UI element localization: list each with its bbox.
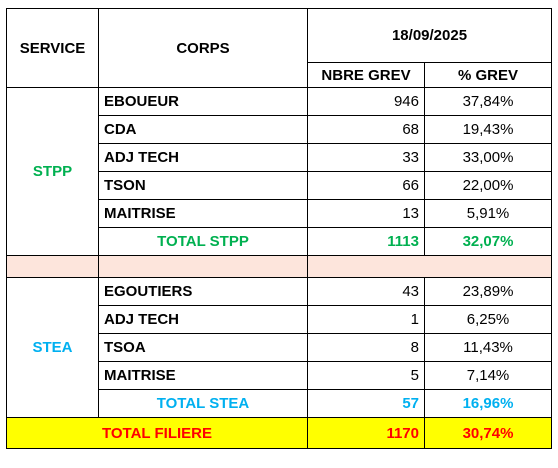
pct-cell: 23,89% xyxy=(423,277,553,306)
pct-cell: 19,43% xyxy=(423,115,553,144)
pct-cell: 6,25% xyxy=(423,305,553,334)
corps-cell: MAITRISE xyxy=(98,199,308,228)
total-stpp-nbre: 1113 xyxy=(307,227,425,256)
total-filiere-pct: 30,74% xyxy=(423,417,553,449)
total-filiere-row: TOTAL FILIERE 1170 30,74% xyxy=(6,417,553,449)
separator-cell xyxy=(6,255,99,278)
separator-row xyxy=(6,255,553,278)
pct-cell: 11,43% xyxy=(423,333,553,362)
total-stpp-label: TOTAL STPP xyxy=(98,227,308,256)
table-row: ADJ TECH 1 6,25% xyxy=(7,305,553,334)
header-pct-grev: % GREV xyxy=(423,62,553,88)
corps-cell: TSON xyxy=(98,171,308,200)
pct-cell: 5,91% xyxy=(423,199,553,228)
corps-cell: TSOA xyxy=(98,333,308,362)
table-row: STPP EBOUEUR 946 37,84% xyxy=(6,87,553,256)
header-service: SERVICE xyxy=(6,8,99,88)
header-nbre-grev: NBRE GREV xyxy=(307,62,425,88)
strike-table: SERVICE CORPS 18/09/2025 NBRE GREV % GRE… xyxy=(6,8,553,449)
nbre-cell: 13 xyxy=(307,199,425,228)
table-row: STEA EGOUTIERS 43 23,89% xyxy=(6,277,553,418)
service-stpp: STPP xyxy=(6,87,99,256)
corps-cell: EGOUTIERS xyxy=(98,277,308,306)
nbre-cell: 66 xyxy=(307,171,425,200)
corps-cell: CDA xyxy=(98,115,308,144)
nbre-cell: 5 xyxy=(307,361,425,390)
subheader-row: NBRE GREV % GREV xyxy=(7,62,553,88)
corps-cell: EBOUEUR xyxy=(98,87,308,116)
corps-cell: ADJ TECH xyxy=(98,305,308,334)
separator-cell xyxy=(306,255,553,278)
nbre-cell: 43 xyxy=(307,277,425,306)
nbre-cell: 946 xyxy=(307,87,425,116)
header-date: 18/09/2025 xyxy=(306,8,553,63)
service-stea: STEA xyxy=(6,277,99,418)
total-stea-label: TOTAL STEA xyxy=(98,389,308,418)
pct-cell: 33,00% xyxy=(423,143,553,172)
total-filiere-label: TOTAL FILIERE xyxy=(6,417,308,449)
total-stea-row: TOTAL STEA 57 16,96% xyxy=(7,389,553,418)
nbre-cell: 1 xyxy=(307,305,425,334)
total-filiere-nbre: 1170 xyxy=(307,417,425,449)
total-stea-nbre: 57 xyxy=(307,389,425,418)
nbre-cell: 8 xyxy=(307,333,425,362)
table-row: CDA 68 19,43% xyxy=(7,115,553,144)
corps-cell: MAITRISE xyxy=(98,361,308,390)
table-row: MAITRISE 13 5,91% xyxy=(7,199,553,228)
nbre-cell: 68 xyxy=(307,115,425,144)
header-row: SERVICE CORPS 18/09/2025 xyxy=(6,8,553,88)
separator-cell xyxy=(98,255,308,278)
pct-cell: 7,14% xyxy=(423,361,553,390)
table-row: TSON 66 22,00% xyxy=(7,171,553,200)
total-stea-pct: 16,96% xyxy=(423,389,553,418)
pct-cell: 22,00% xyxy=(423,171,553,200)
total-stpp-row: TOTAL STPP 1113 32,07% xyxy=(7,227,553,256)
table-row: ADJ TECH 33 33,00% xyxy=(7,143,553,172)
corps-cell: ADJ TECH xyxy=(98,143,308,172)
header-corps: CORPS xyxy=(98,8,308,88)
pct-cell: 37,84% xyxy=(423,87,553,116)
total-stpp-pct: 32,07% xyxy=(423,227,553,256)
nbre-cell: 33 xyxy=(307,143,425,172)
